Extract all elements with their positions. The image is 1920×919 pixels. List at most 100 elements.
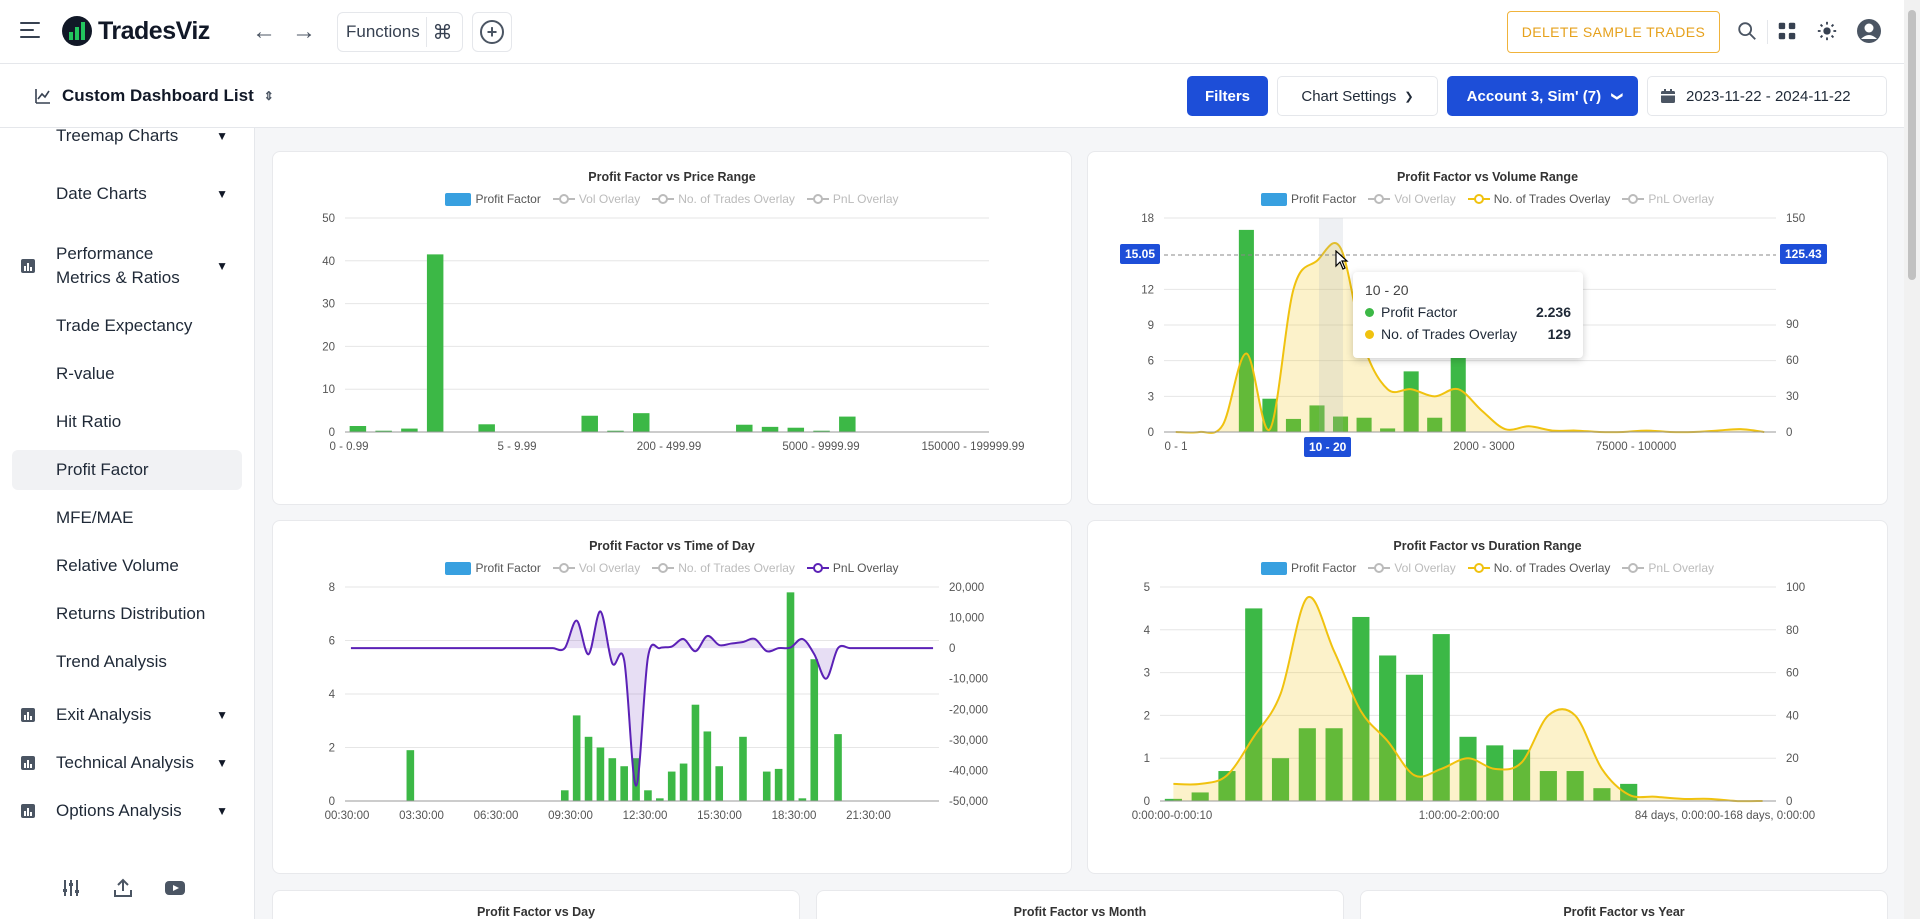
overlay-line [1173,596,1763,803]
sidebar-item-relative-volume[interactable]: Relative Volume [12,546,242,586]
legend-profit-factor[interactable]: Profit Factor [445,561,541,575]
youtube-icon[interactable] [164,877,186,899]
dashboard-selector[interactable]: Custom Dashboard List ⇕ [34,86,274,106]
legend-profit-factor[interactable]: Profit Factor [445,192,541,206]
legend-trades-overlay[interactable]: No. of Trades Overlay [1467,561,1610,575]
scrollbar-thumb[interactable] [1908,10,1916,280]
sidebar-item-trade-expectancy[interactable]: Trade Expectancy [12,306,242,346]
chart-settings-button[interactable]: Chart Settings ❯ [1277,76,1438,116]
sidebar-item-label: Trade Expectancy [56,316,193,335]
tooltip-title: 10 - 20 [1365,282,1409,298]
y2-tick-label: 80 [1786,625,1799,637]
delete-sample-trades-button[interactable]: DELETE SAMPLE TRADES [1507,11,1720,53]
page-scrollbar[interactable] [1904,0,1920,919]
legend-pnl-overlay[interactable]: PnL Overlay [806,561,899,575]
plus-icon: + [480,20,504,44]
bar [478,424,495,432]
legend-vol-overlay[interactable]: Vol Overlay [1368,561,1456,575]
y-tick-label: 10 [322,384,335,396]
y2-tick-label: -50,000 [949,796,988,808]
chart-title: Profit Factor vs Day [476,905,596,919]
bar [1379,655,1397,801]
sort-icon: ⇕ [263,89,274,103]
top-bar: TradesViz ← → Functions ⌘ + DELETE SAMPL… [0,0,1920,64]
bar [839,416,856,432]
sidebar-item-options-analysis[interactable]: Options Analysis ▼ [12,791,242,831]
chevron-down-icon: ▼ [216,187,228,201]
legend-vol-overlay[interactable]: Vol Overlay [552,561,640,575]
functions-label: Functions [346,22,420,41]
x-tick-label: 84 days, 0:00:00-168 days, 0:00:00 [1635,810,1815,822]
sidebar-item-date-charts[interactable]: Date Charts ▼ [12,176,242,212]
sidebar-item-label: Technical Analysis [56,753,194,772]
date-range-picker[interactable]: 2023-11-22 - 2024-11-22 [1647,76,1887,116]
functions-button[interactable]: Functions ⌘ [337,12,463,52]
forward-arrow-icon[interactable]: → [292,18,316,45]
x-tick-label: 1:00:00-2:00:00 [1419,810,1500,822]
user-avatar-icon[interactable] [1856,18,1882,44]
bar [596,747,605,801]
legend-vol-overlay[interactable]: Vol Overlay [1368,192,1456,206]
legend-profit-factor[interactable]: Profit Factor [1260,561,1356,575]
legend-pnl-overlay[interactable]: PnL Overlay [1622,192,1714,206]
y-tick-label: 30 [322,299,335,311]
chevron-down-icon: ▼ [216,708,228,722]
bar [1262,398,1278,432]
search-icon[interactable] [1736,20,1758,42]
y2-tick-label: 30 [1786,391,1799,403]
add-button[interactable]: + [472,12,512,52]
account-selector[interactable]: Account 3, Sim' (7) ❯ [1447,76,1638,116]
back-arrow-icon[interactable]: ← [252,18,276,45]
legend-trades-overlay[interactable]: No. of Trades Overlay [652,192,795,206]
sliders-icon[interactable] [60,877,82,899]
bar [798,798,807,801]
logo[interactable]: TradesViz [62,16,210,46]
bar [1164,798,1182,801]
bar [1271,758,1290,801]
legend-trades-overlay[interactable]: No. of Trades Overlay [1467,192,1610,206]
chart-title: Profit Factor vs Month [1013,905,1147,919]
filters-button[interactable]: Filters [1187,76,1268,116]
legend-profit-factor[interactable]: Profit Factor [1260,192,1356,206]
grid-apps-icon[interactable] [1776,20,1798,42]
sidebar-item-hit-ratio[interactable]: Hit Ratio [12,402,242,442]
bar [736,424,753,432]
bar [644,790,652,801]
x-tick-label: 0 - 1 [1164,441,1187,453]
sidebar-item-technical-analysis[interactable]: Technical Analysis ▼ [12,743,242,783]
y2-tick-label: 0 [949,643,955,655]
date-range-label: 2023-11-22 - 2024-11-22 [1686,87,1851,105]
sidebar-item-profit-factor[interactable]: Profit Factor [12,450,242,490]
sidebar-item-returns-distribution[interactable]: Returns Distribution [12,594,242,634]
sidebar-item-mfe-mae[interactable]: MFE/MAE [12,498,242,538]
chart-icon [21,708,35,722]
legend-vol-overlay[interactable]: Vol Overlay [552,192,640,206]
sidebar-item-trend-analysis[interactable]: Trend Analysis [12,642,242,682]
x-tick-label: 12:30:00 [623,810,668,822]
sidebar-item-treemap-charts[interactable]: Treemap Charts ▼ [12,128,242,154]
chevron-down-icon: ❯ [1404,90,1414,103]
bar [375,430,392,432]
sidebar-item-exit-analysis[interactable]: Exit Analysis ▼ [12,695,242,735]
chart-title: Profit Factor vs Duration Range [1393,539,1582,553]
y2-tick-label: -20,000 [949,704,988,716]
menu-icon[interactable] [20,22,40,38]
chart-card-day: Profit Factor vs Day [272,890,800,919]
legend-trades-overlay[interactable]: No. of Trades Overlay [652,561,795,575]
bar [656,798,664,801]
bar [426,254,444,432]
y-tick-label: 1 [1144,753,1150,765]
sidebar-item-r-value[interactable]: R-value [12,354,242,394]
chevron-down-icon: ▼ [216,756,228,770]
sidebar-item-performance-metrics[interactable]: Performance Metrics & Ratios ▼ [12,238,242,294]
upload-icon[interactable] [112,877,134,899]
sun-theme-icon[interactable] [1816,20,1838,42]
dashboard-header: Custom Dashboard List ⇕ Filters Chart Se… [0,64,1920,128]
y-tick-label: 12 [1141,284,1154,296]
legend-pnl-overlay[interactable]: PnL Overlay [806,192,899,206]
legend-pnl-overlay[interactable]: PnL Overlay [1622,561,1714,575]
crosshair-right-badge: 125.43 [1780,244,1827,264]
bar [1380,428,1396,432]
y-tick-label: 2 [1144,710,1150,722]
bar [1298,728,1316,801]
